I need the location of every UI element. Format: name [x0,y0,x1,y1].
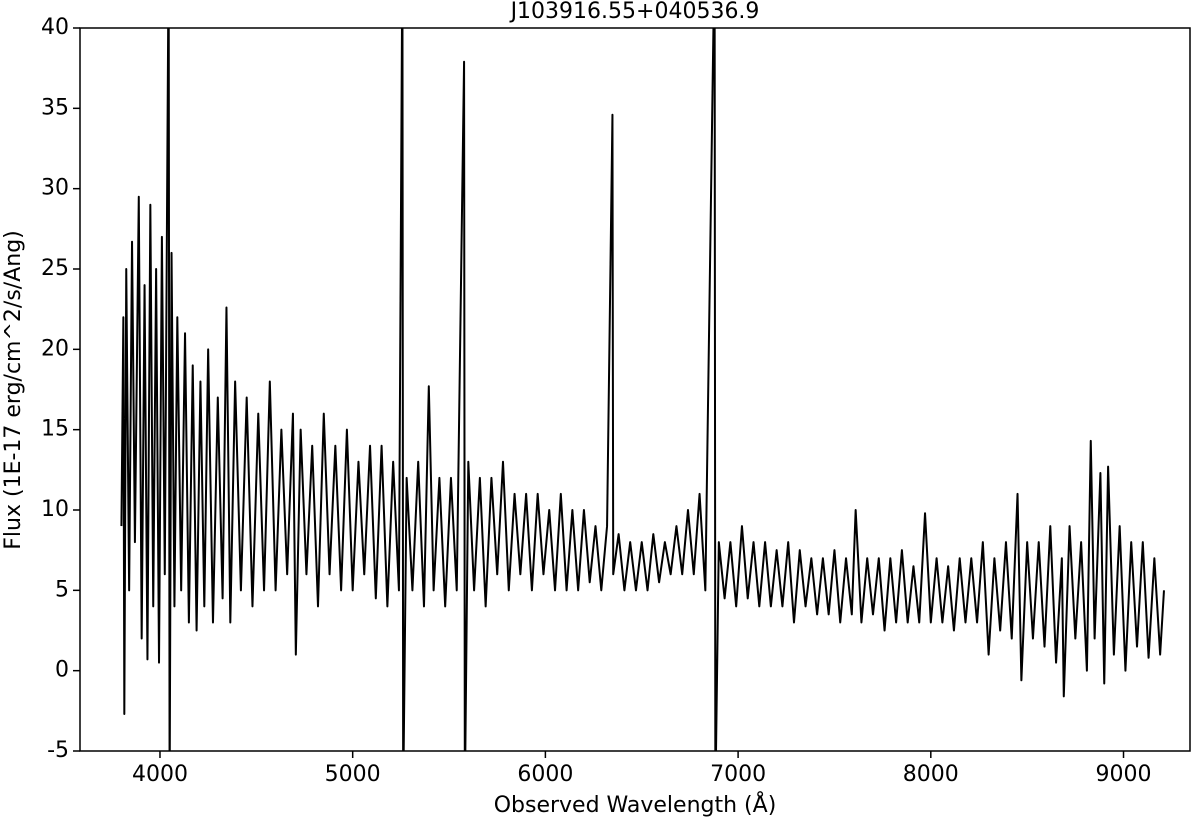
y-tick-label: 5 [55,577,69,602]
y-tick-label: 0 [55,658,69,683]
y-tick-label: 10 [41,497,69,522]
y-tick-label: -5 [47,738,69,763]
y-tick-label: 20 [41,336,69,361]
y-axis-label: Flux (1E-17 erg/cm^2/s/Ang) [1,230,26,549]
x-tick-label: 4000 [132,762,188,787]
y-tick-label: 25 [41,256,69,281]
x-tick-label: 8000 [903,762,959,787]
y-tick-label: 30 [41,176,69,201]
plot-area [120,28,1165,751]
y-tick-label: 40 [41,15,69,40]
y-tick-label: 35 [41,95,69,120]
x-tick-label: 6000 [517,762,573,787]
chart-title: J103916.55+040536.9 [509,0,760,24]
plot-frame [79,27,1191,752]
y-tick-label: 15 [41,417,69,442]
spectrum-line [120,28,1165,751]
x-tick-label: 9000 [1096,762,1152,787]
x-tick-label: 5000 [325,762,381,787]
x-tick-label: 7000 [710,762,766,787]
x-axis-label: Observed Wavelength (Å) [494,791,777,818]
